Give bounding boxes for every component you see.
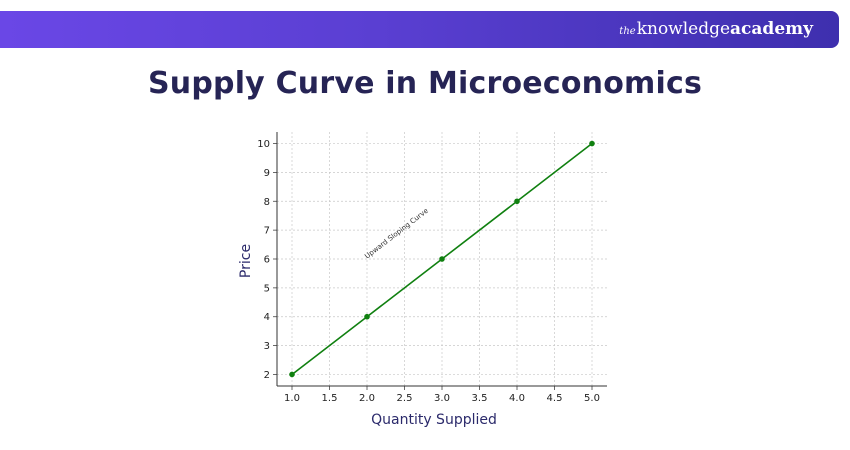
y-tick-label: 10 xyxy=(257,139,270,150)
y-tick-label: 8 xyxy=(264,197,270,208)
page-title: Supply Curve in Microeconomics xyxy=(147,66,702,101)
data-point xyxy=(364,313,370,320)
y-tick-label: 5 xyxy=(264,283,270,294)
data-point xyxy=(289,371,295,378)
y-tick-label: 2 xyxy=(264,370,270,381)
data-point xyxy=(589,140,595,147)
data-point xyxy=(439,256,445,262)
x-tick-label: 2.0 xyxy=(359,393,375,404)
chart-series xyxy=(289,140,595,378)
x-tick-label: 5.0 xyxy=(584,393,600,404)
x-tick-label: 1.0 xyxy=(284,393,300,404)
x-tick-label: 4.0 xyxy=(509,393,525,404)
y-tick-label: 7 xyxy=(264,226,270,237)
y-tick-label: 9 xyxy=(264,168,270,179)
data-point xyxy=(514,198,520,205)
brand-logo: theknowledgeacademy xyxy=(619,19,813,39)
y-tick-label: 4 xyxy=(264,312,270,323)
x-tick-label: 2.5 xyxy=(397,393,413,404)
header-banner: theknowledgeacademy xyxy=(0,11,839,48)
y-axis-title: Price xyxy=(238,244,254,278)
y-tick-label: 6 xyxy=(264,255,270,266)
x-tick-label: 4.5 xyxy=(547,393,563,404)
x-tick-label: 3.0 xyxy=(434,393,450,404)
chart-axes xyxy=(273,132,607,390)
y-tick-label: 3 xyxy=(264,341,270,352)
x-axis-title: Quantity Supplied xyxy=(371,412,497,428)
x-tick-label: 1.5 xyxy=(322,393,338,404)
x-tick-label: 3.5 xyxy=(472,393,488,404)
annotation-label: Upward Sloping Curve xyxy=(363,207,430,261)
